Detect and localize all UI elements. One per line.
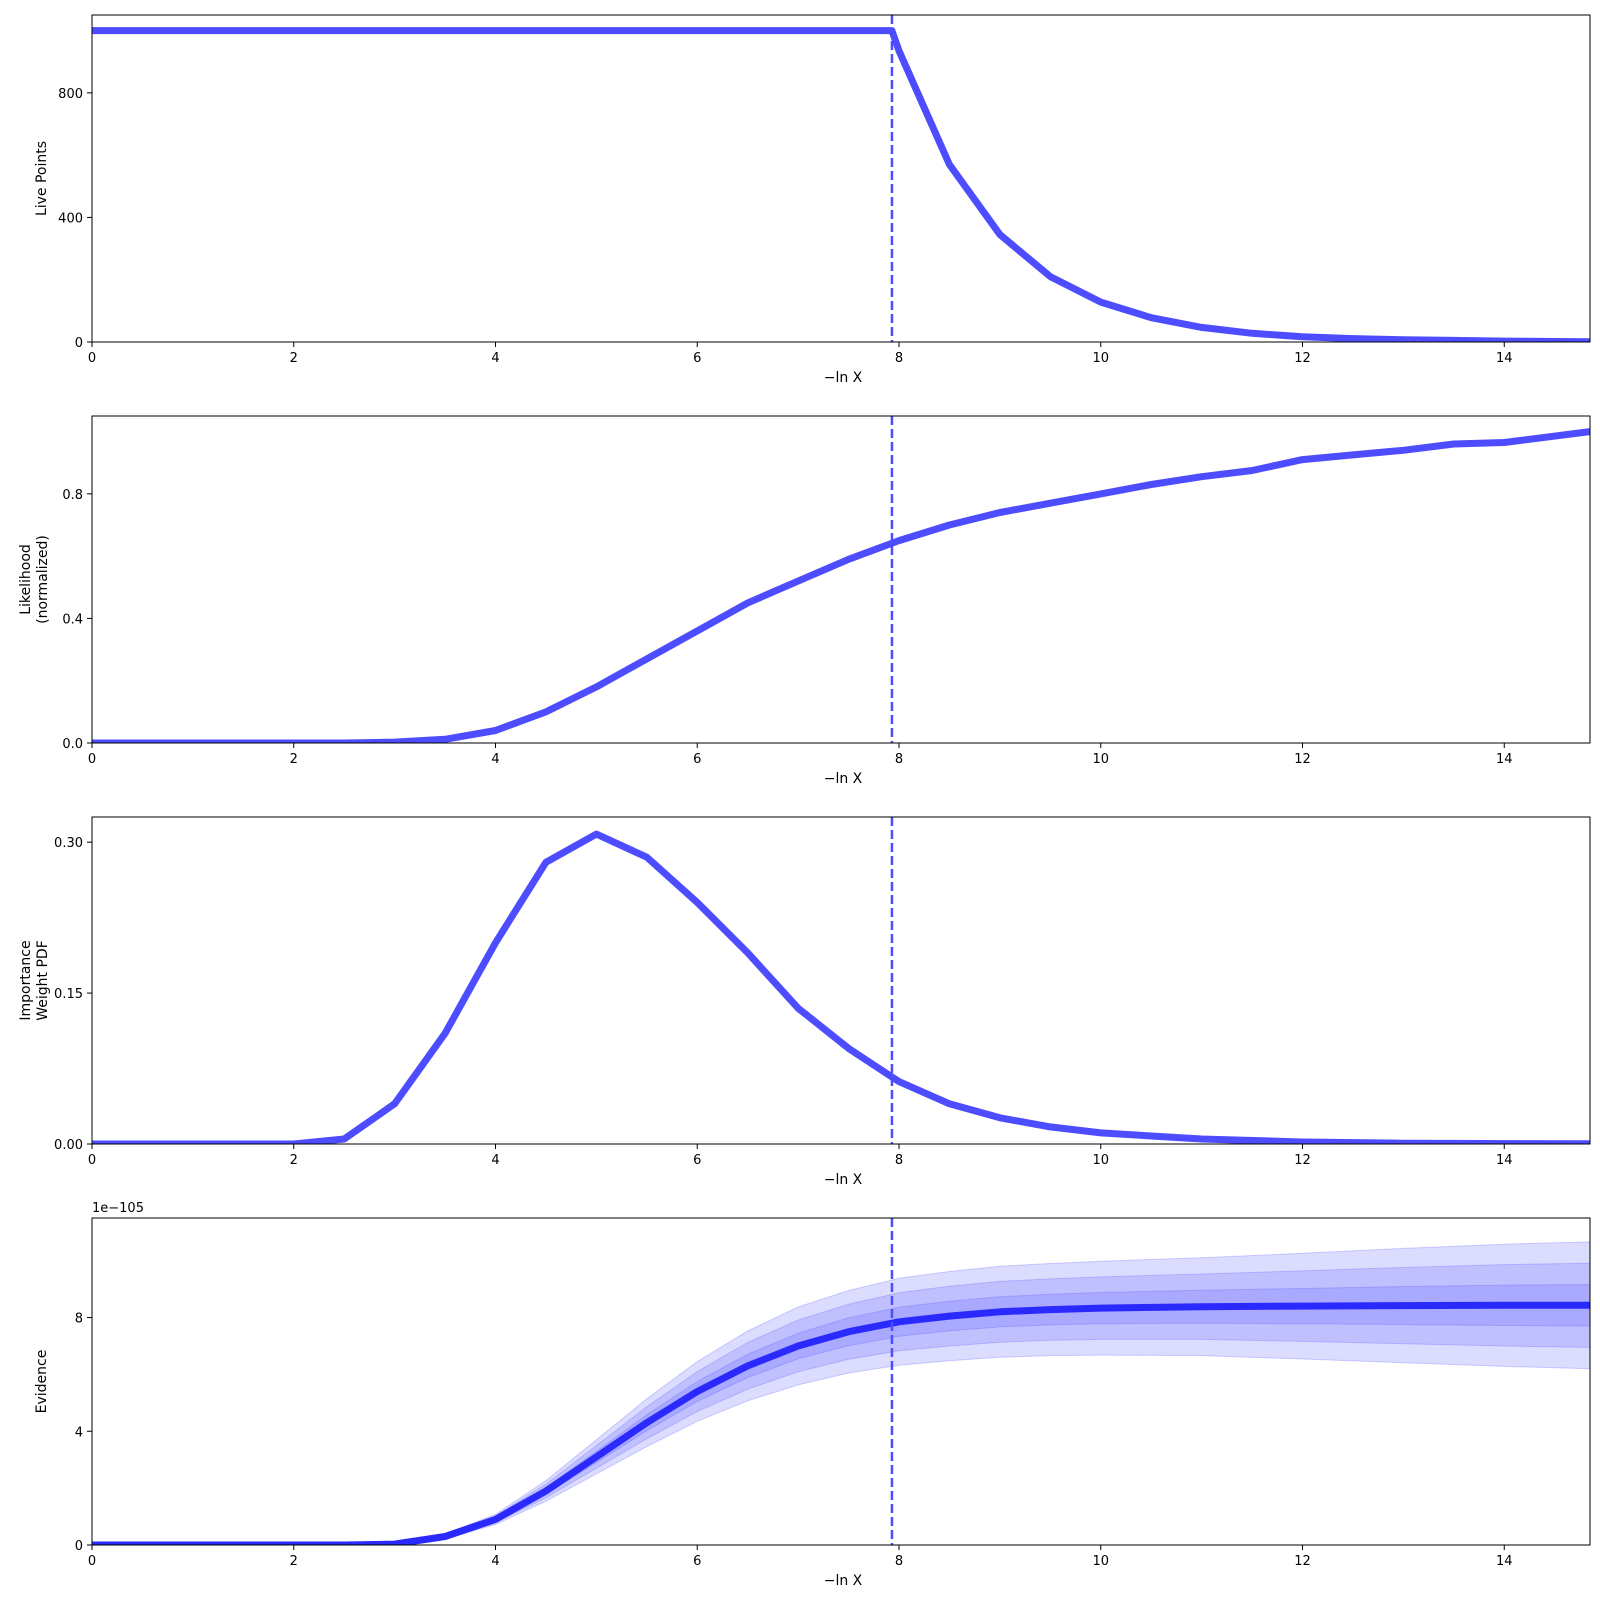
x-tick-label: 10	[1092, 1554, 1109, 1569]
y-tick-label: 0	[75, 1539, 83, 1554]
x-tick-label: 8	[895, 1554, 903, 1569]
x-tick-label: 10	[1092, 1153, 1109, 1168]
x-tick-label: 0	[88, 1153, 96, 1168]
x-tick-label: 14	[1496, 1153, 1513, 1168]
y-tick-label: 0	[75, 336, 83, 351]
panel-importance-weight: 0 2 4 6 8 10 12 14 0.00 0.15 0.30 −ln X Importance We…	[18, 816, 1591, 1188]
x-tick-label: 2	[290, 1554, 298, 1569]
axes-frame	[91, 816, 1591, 1145]
y-tick-label: 0.0	[62, 737, 83, 752]
panel-likelihood: 0 2 4 6 8 10 12 14 0.0 0.4 0.8 −ln X Likelihood (norm…	[18, 415, 1591, 787]
x-tick-label: 6	[693, 752, 701, 767]
x-tick-label: 2	[290, 752, 298, 767]
y-axis-label-line-2: Weight PDF	[35, 940, 51, 1021]
y-tick-label: 4	[75, 1425, 83, 1440]
x-axis-label: −ln X	[824, 1172, 863, 1188]
y-tick-label: 800	[58, 87, 83, 102]
x-tick-label: 14	[1496, 1554, 1513, 1569]
x-tick-label: 0	[88, 351, 96, 366]
x-tick-label: 12	[1294, 1153, 1311, 1168]
x-axis-label: −ln X	[824, 1573, 863, 1589]
series-line	[92, 1301, 1590, 1545]
y-axis-label-line-2: (normalized)	[35, 535, 51, 624]
x-tick-label: 4	[491, 351, 499, 366]
y-tick-label: 0.00	[54, 1138, 83, 1153]
plot-area	[92, 428, 1590, 743]
x-tick-label: 4	[491, 1153, 499, 1168]
x-tick-label: 12	[1294, 351, 1311, 366]
y-tick-label: 0.30	[54, 836, 83, 851]
panel-evidence: 0 2 4 6 8 10 12 14 0 4 8 −ln X Evidence 1e−105	[34, 1201, 1591, 1589]
y-axis-label: Evidence	[34, 1350, 50, 1414]
y-offset-label: 1e−105	[92, 1201, 144, 1216]
x-tick-label: 12	[1294, 752, 1311, 767]
y-axis-label-line-1: Likelihood	[18, 544, 34, 615]
y-tick-label: 400	[58, 211, 83, 226]
y-tick-label: 0.4	[62, 612, 83, 627]
x-tick-label: 4	[491, 752, 499, 767]
axes-frame	[91, 1217, 1591, 1546]
panel-live-points: 0 2 4 6 8 10 12 14 0 400 800 −ln X Live Points	[34, 14, 1591, 386]
x-tick-label: 6	[693, 351, 701, 366]
y-axis-label: Live Points	[34, 141, 50, 216]
x-tick-label: 2	[290, 1153, 298, 1168]
plot-area	[92, 27, 1590, 342]
x-tick-label: 8	[895, 1153, 903, 1168]
credible-band-2	[92, 1262, 1590, 1545]
x-axis-label: −ln X	[824, 771, 863, 787]
x-tick-label: 0	[88, 752, 96, 767]
plot-area	[92, 1241, 1590, 1545]
series-line	[92, 830, 1590, 1144]
x-axis-label: −ln X	[824, 370, 863, 386]
y-axis-label-line-1: Importance	[18, 940, 34, 1020]
x-tick-label: 8	[895, 752, 903, 767]
x-tick-label: 10	[1092, 351, 1109, 366]
x-tick-label: 10	[1092, 752, 1109, 767]
y-tick-label: 0.8	[62, 488, 83, 503]
x-tick-label: 14	[1496, 752, 1513, 767]
x-tick-label: 0	[88, 1554, 96, 1569]
y-tick-label: 0.15	[54, 987, 83, 1002]
plot-area	[92, 830, 1590, 1144]
axes-frame	[91, 415, 1591, 744]
x-tick-label: 14	[1496, 351, 1513, 366]
series-line	[92, 27, 1590, 342]
x-tick-label: 4	[491, 1554, 499, 1569]
x-tick-label: 8	[895, 351, 903, 366]
series-line	[92, 428, 1590, 743]
axes-frame	[91, 14, 1591, 343]
y-tick-label: 8	[75, 1312, 83, 1327]
x-tick-label: 6	[693, 1153, 701, 1168]
x-tick-label: 2	[290, 351, 298, 366]
credible-band-3	[92, 1241, 1590, 1545]
x-tick-label: 6	[693, 1554, 701, 1569]
x-tick-label: 12	[1294, 1554, 1311, 1569]
